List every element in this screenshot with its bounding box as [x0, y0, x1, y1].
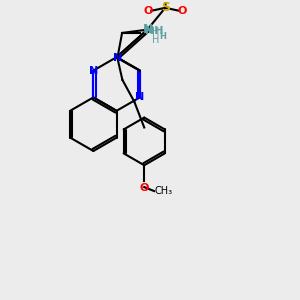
Text: O: O	[144, 6, 153, 16]
Text: N: N	[135, 92, 145, 102]
Text: H: H	[152, 27, 159, 37]
Text: NH: NH	[145, 26, 164, 36]
Text: CH₃: CH₃	[154, 186, 172, 196]
Text: N: N	[89, 66, 98, 76]
Text: O: O	[140, 183, 149, 193]
Text: H: H	[152, 35, 159, 45]
Text: N: N	[113, 53, 122, 63]
Text: H: H	[159, 32, 166, 41]
Text: N: N	[143, 23, 153, 37]
Text: S: S	[161, 1, 170, 14]
Text: O: O	[177, 6, 187, 16]
